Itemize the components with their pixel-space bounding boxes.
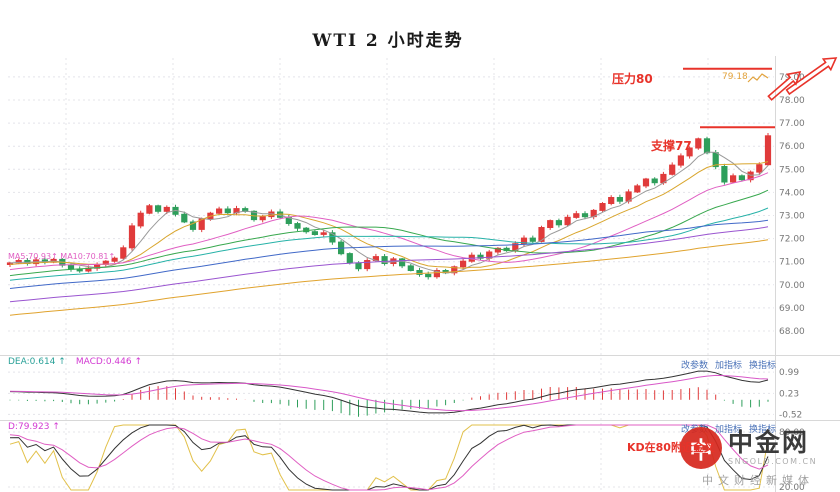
candles xyxy=(6,133,772,280)
moving-averages xyxy=(9,151,769,316)
macd-toolbar: 改参数 加指标 换指标 xyxy=(681,358,776,371)
ma60-line xyxy=(9,219,769,289)
switch-indicator-link[interactable]: 换指标 xyxy=(749,425,777,435)
y-axis-tick: 72.00 xyxy=(779,235,805,245)
macd-indicator xyxy=(9,370,769,417)
dea-value-label: DEA:0.614 ↑ xyxy=(8,357,66,367)
y-axis-tick: 0.99 xyxy=(779,368,799,378)
y-axis-tick: 77.00 xyxy=(779,119,805,129)
ma40-line xyxy=(9,207,769,281)
y-axis-tick: 74.00 xyxy=(779,188,805,198)
price-marker-squiggle xyxy=(747,73,769,83)
y-axis-tick: 69.00 xyxy=(779,304,805,314)
y-axis: 79.00 78.00 77.00 76.00 75.00 74.00 73.00 72.00… xyxy=(779,73,805,492)
brand-domain: SNGOLD.COM.CN xyxy=(728,456,818,466)
y-axis-tick: 73.00 xyxy=(779,212,805,222)
y-axis-tick: 0.23 xyxy=(779,389,799,399)
kdj-annotation: KD在80附近金叉 xyxy=(627,441,715,454)
trend-arrow-icon xyxy=(785,57,838,96)
ma20-line xyxy=(9,172,769,271)
y-axis-tick: 70.00 xyxy=(779,281,805,291)
y-axis-tick: 78.00 xyxy=(779,96,805,106)
kdj-d-value-label: D:79.923 ↑ xyxy=(8,422,60,432)
add-indicator-link[interactable]: 加指标 xyxy=(715,425,743,435)
y-axis-tick: 71.00 xyxy=(779,258,805,268)
d-line xyxy=(9,424,769,491)
j-line xyxy=(9,424,769,491)
annotations xyxy=(683,57,838,129)
macd-label-row: DEA:0.614 ↑ MACD:0.446 ↑ xyxy=(8,357,142,367)
y-axis-tick: 75.00 xyxy=(779,165,805,175)
add-indicator-link[interactable]: 加指标 xyxy=(715,361,743,371)
resistance-label: 压力80 xyxy=(612,72,653,86)
y-axis-tick: -0.52 xyxy=(779,410,802,420)
switch-indicator-link[interactable]: 换指标 xyxy=(749,361,777,371)
ma90-line xyxy=(9,226,769,303)
price-marker-value: 79.18 xyxy=(722,72,748,82)
panel-separators xyxy=(0,56,840,492)
brand-logo-icon: 中 xyxy=(680,427,722,469)
ma-legend: MA5:70.93↑ MA10:70.81↑ xyxy=(8,252,116,261)
y-axis-tick: 79.00 xyxy=(779,73,805,83)
ma30-line xyxy=(9,189,769,277)
y-axis-tick: 80.00 xyxy=(779,428,805,438)
macd-value-label: MACD:0.446 ↑ xyxy=(75,357,143,367)
dif-line xyxy=(9,370,769,414)
dea-line xyxy=(9,374,769,412)
brand-tagline: 中文财经新媒体 xyxy=(702,474,814,487)
change-params-link[interactable]: 改参数 xyxy=(681,361,709,371)
ma10-line xyxy=(9,161,769,269)
y-axis-tick: 20.00 xyxy=(779,483,805,492)
ma5-line xyxy=(9,151,769,274)
kdj-label-row: D:79.923 ↑ xyxy=(8,422,60,432)
k-line xyxy=(9,424,769,491)
watermark: 中 中金网 SNGOLD.COM.CN 中文财经新媒体 xyxy=(680,427,836,488)
ma120-line xyxy=(9,239,769,316)
support-label: 支撑77 xyxy=(651,139,692,153)
brand-name: 中金网 xyxy=(728,428,810,458)
grid xyxy=(8,58,774,490)
kdj-indicator xyxy=(9,424,769,491)
y-axis-tick: 68.00 xyxy=(779,327,805,337)
y-axis-tick: 76.00 xyxy=(779,142,805,152)
trend-arrow-icon xyxy=(767,70,802,101)
chart-title: WTI 2 小时走势 xyxy=(312,31,464,51)
